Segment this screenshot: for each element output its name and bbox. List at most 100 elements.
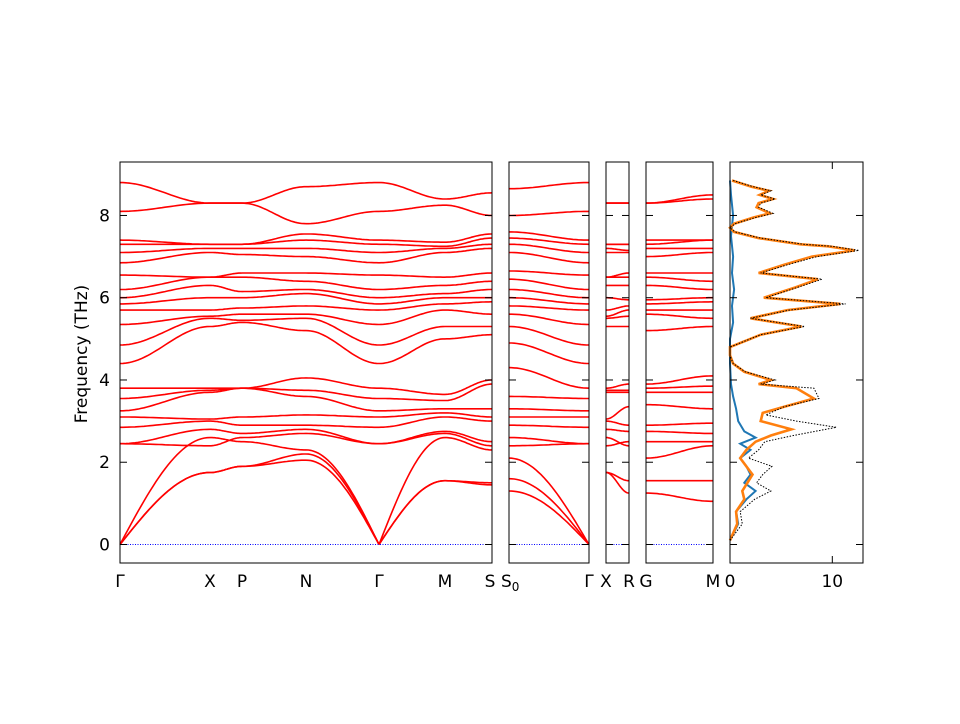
band-line bbox=[379, 239, 445, 243]
band-line bbox=[509, 288, 589, 299]
band-line bbox=[379, 181, 445, 200]
band-line bbox=[242, 377, 307, 390]
band-line bbox=[210, 321, 242, 328]
x-tick-label: M bbox=[706, 572, 721, 592]
band-line bbox=[445, 243, 492, 250]
band-line bbox=[379, 387, 445, 396]
band-line bbox=[606, 309, 629, 318]
band-line bbox=[509, 395, 589, 400]
band-line bbox=[305, 453, 380, 545]
band-line bbox=[209, 272, 243, 278]
band-line bbox=[210, 317, 242, 322]
band-line bbox=[378, 479, 446, 545]
band-line bbox=[379, 296, 445, 305]
band-line bbox=[606, 436, 629, 447]
y-tick-label: 4 bbox=[99, 371, 110, 391]
band-line bbox=[306, 280, 379, 291]
band-line bbox=[306, 181, 379, 188]
band-line bbox=[306, 233, 379, 241]
band-line bbox=[305, 377, 379, 390]
x-tick-label: 10 bbox=[821, 572, 843, 592]
x-tick-label: R bbox=[623, 572, 635, 592]
x-tick-label: X bbox=[600, 572, 612, 592]
band-line bbox=[210, 436, 242, 443]
band-line bbox=[305, 449, 380, 545]
band-line bbox=[646, 251, 713, 258]
band-line bbox=[445, 300, 492, 305]
band-line bbox=[306, 255, 380, 264]
band-line bbox=[209, 416, 242, 420]
band-line bbox=[605, 272, 630, 278]
band-line bbox=[306, 247, 379, 254]
band-line bbox=[378, 251, 445, 264]
band-line bbox=[445, 192, 493, 200]
band-line bbox=[305, 395, 379, 412]
band-line bbox=[242, 253, 306, 258]
x-tick-label: X bbox=[204, 572, 216, 592]
band-line bbox=[444, 272, 493, 278]
band-line bbox=[120, 389, 210, 400]
band-line bbox=[445, 412, 492, 418]
band-line bbox=[445, 280, 492, 287]
band-line bbox=[120, 181, 210, 204]
band-line bbox=[210, 284, 243, 293]
band-line bbox=[646, 444, 713, 459]
dos-total-line bbox=[729, 180, 859, 541]
band-line bbox=[120, 428, 211, 445]
band-line bbox=[379, 243, 445, 248]
band-line bbox=[509, 181, 589, 190]
band-line bbox=[379, 274, 445, 279]
band-line bbox=[378, 309, 445, 326]
band-line bbox=[445, 436, 492, 451]
band-line bbox=[242, 305, 307, 309]
band-line bbox=[306, 389, 379, 400]
band-line bbox=[444, 432, 492, 447]
y-tick-label: 2 bbox=[99, 453, 110, 473]
band-line bbox=[120, 247, 210, 254]
band-line bbox=[379, 338, 445, 365]
band-line bbox=[509, 407, 589, 412]
band-line bbox=[120, 391, 211, 412]
band-line bbox=[606, 420, 629, 427]
band-line bbox=[508, 490, 590, 546]
band-line bbox=[210, 313, 242, 318]
band-line bbox=[509, 436, 589, 445]
dos-panel-frame bbox=[729, 161, 864, 564]
band-line bbox=[444, 333, 492, 340]
band-line bbox=[646, 284, 713, 291]
band-line bbox=[444, 379, 492, 396]
band-line bbox=[378, 416, 445, 429]
band-line bbox=[305, 239, 380, 246]
band-line bbox=[509, 237, 590, 246]
band-line bbox=[646, 194, 713, 204]
dos-partial-2-line bbox=[728, 179, 855, 541]
band-line bbox=[241, 288, 306, 293]
band-line bbox=[606, 440, 629, 447]
x-tick-label: N bbox=[300, 572, 313, 592]
band-line bbox=[242, 317, 306, 322]
band-line bbox=[305, 317, 380, 346]
y-axis-label: Frequency (THz) bbox=[72, 285, 92, 424]
x-tick-label: Γ bbox=[374, 572, 384, 592]
band-panel-frame bbox=[605, 161, 630, 564]
band-line bbox=[646, 296, 713, 301]
band-line bbox=[646, 375, 713, 385]
band-line bbox=[242, 185, 306, 204]
band-line bbox=[379, 284, 445, 291]
band-line bbox=[606, 247, 629, 252]
band-line bbox=[119, 202, 211, 213]
band-line bbox=[378, 436, 446, 545]
band-line bbox=[379, 412, 445, 418]
band-line bbox=[508, 477, 590, 545]
band-line bbox=[305, 428, 379, 445]
y-tick-label: 0 bbox=[99, 535, 110, 555]
band-line bbox=[445, 479, 492, 484]
band-line bbox=[305, 305, 379, 311]
band-line bbox=[379, 325, 446, 346]
band-line bbox=[606, 383, 629, 390]
band-line bbox=[379, 407, 445, 412]
band-line bbox=[646, 276, 713, 283]
band-line bbox=[120, 416, 211, 420]
band-line bbox=[119, 317, 211, 346]
band-line bbox=[242, 321, 306, 332]
